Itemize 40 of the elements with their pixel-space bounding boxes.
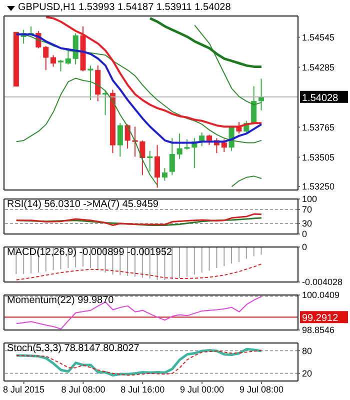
y-tick-label: -0.004028 xyxy=(302,277,343,288)
candlestick xyxy=(162,168,168,182)
line-series xyxy=(148,17,263,68)
chart-title: MACD(12,26,9) -0.000899 -0.001952 xyxy=(7,247,172,258)
candlestick xyxy=(50,54,56,68)
chart-title: RSI(14) 56.0310 ->MA(7) 45.9459 xyxy=(7,199,158,210)
candlestick xyxy=(251,86,257,125)
candlestick xyxy=(117,122,123,158)
y-tick-label: 100 xyxy=(302,194,318,204)
y-tick-label: 1.53765 xyxy=(302,122,335,132)
y-tick-label: 70 xyxy=(302,204,312,215)
y-tick-label: 1.54545 xyxy=(302,32,335,43)
y-tick-label: 1.54285 xyxy=(302,62,335,72)
candlestick xyxy=(154,144,160,188)
y-tick-label: 0 xyxy=(302,242,308,252)
y-tick-label: 100.0409 xyxy=(302,290,340,300)
line-series xyxy=(16,263,262,280)
x-tick-label: 8 Jul 16:00 xyxy=(120,384,165,394)
y-tick-label: 98.8546 xyxy=(302,325,335,336)
candlestick xyxy=(88,65,94,101)
chart-title: Stoch(5,3,3) 78.8147 80.8027 xyxy=(7,343,140,354)
candlestick xyxy=(72,32,78,65)
ref-line-label: 99.2912 xyxy=(302,313,339,324)
candlestick xyxy=(58,59,64,72)
x-tick-label: 9 Jul 08:00 xyxy=(239,384,284,394)
candlestick xyxy=(147,150,153,172)
y-tick-label: 80 xyxy=(302,346,312,356)
y-tick-label: 0 xyxy=(302,229,308,240)
line-series xyxy=(16,213,262,226)
y-tick-label: 20 xyxy=(302,368,312,379)
candlestick xyxy=(221,138,227,152)
x-tick-label: 9 Jul 00:00 xyxy=(180,384,224,394)
y-tick-label: 1.53505 xyxy=(302,152,335,162)
ref-line-label: 1.54028 xyxy=(302,92,339,104)
chart-title: Momentum(22) 99.9870 xyxy=(7,295,114,306)
x-tick-label: 8 Jul 08:00 xyxy=(61,384,106,394)
y-tick-label: 30 xyxy=(302,218,312,229)
x-tick-label: 8 Jul 2015 xyxy=(3,384,45,394)
chart-title: GBPUSD,H1 1.53993 1.54187 1.53911 1.54028 xyxy=(18,2,231,13)
y-tick-label: 1.53250 xyxy=(302,182,335,192)
